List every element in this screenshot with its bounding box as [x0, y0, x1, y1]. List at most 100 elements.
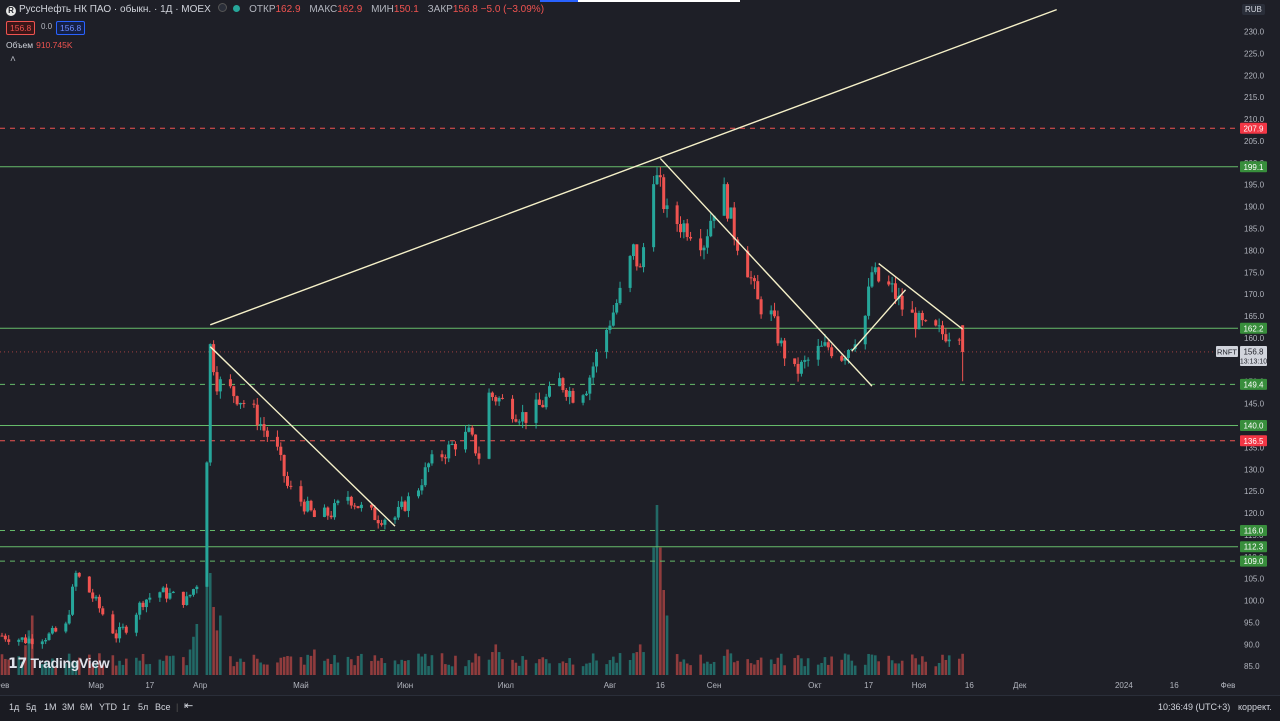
volume-bar [706, 661, 709, 675]
volume-bar [212, 607, 215, 675]
candle-body [581, 395, 585, 403]
realtime-status-icon[interactable] [233, 5, 241, 12]
volume-bar [759, 657, 763, 675]
session-mode[interactable]: коррект. [1238, 702, 1272, 712]
candle-body [682, 223, 686, 233]
volume-bar [662, 590, 666, 675]
candle-body [7, 639, 11, 642]
candle-body [138, 602, 142, 615]
candle-body [453, 443, 457, 450]
candle-body [940, 325, 944, 335]
volume-bar [356, 655, 360, 675]
candle-body [242, 402, 246, 404]
volume-bar [753, 664, 756, 675]
candle-body [773, 310, 777, 317]
volume-bar [353, 665, 356, 675]
candle-body [0, 635, 4, 637]
candle-body [181, 591, 185, 605]
candle-body [830, 347, 834, 357]
candle-body [359, 504, 363, 509]
tradingview-logo-icon: 𝟭𝟳 [8, 655, 31, 671]
volume-bar [403, 660, 407, 675]
level-price-label: 112.3 [1244, 543, 1264, 552]
period-1y-button[interactable]: 1г [122, 702, 131, 712]
volume-bar [94, 664, 98, 675]
goto-date-icon[interactable]: ⇤ [184, 700, 194, 712]
period-3m-button[interactable]: 3М [62, 702, 75, 712]
volume-bar [477, 656, 481, 675]
candle-body [638, 266, 642, 268]
volume-bar [491, 652, 494, 675]
level-price-label: 136.5 [1243, 437, 1264, 446]
price-chart[interactable]: 85.090.095.0100.0105.0110.0115.0120.0125… [0, 0, 1280, 695]
buy-price-button[interactable]: 156.8 [56, 21, 86, 35]
x-tick-label: Окт [808, 681, 822, 690]
candle-body [840, 356, 844, 361]
volume-bar [266, 664, 269, 675]
volume-bar [521, 656, 524, 675]
level-price-tag [1240, 322, 1267, 334]
sell-price-button[interactable]: 156.8 [6, 21, 36, 35]
volume-bar [877, 661, 880, 675]
period-1d-button[interactable]: 1д [9, 702, 20, 712]
open-value: 162.9 [275, 4, 301, 15]
candle-body [608, 325, 612, 330]
spread-value: 0.0 [41, 22, 53, 31]
volume-bar [51, 658, 54, 675]
volume-bar [417, 653, 420, 675]
candle-body [215, 372, 219, 392]
candle-body [417, 490, 421, 497]
candle-body [799, 361, 803, 374]
candle-body [957, 339, 961, 341]
volume-bar [259, 662, 262, 675]
candle-body [477, 453, 481, 459]
volume-bar [440, 653, 444, 675]
volume-bar [138, 660, 142, 675]
clock[interactable]: 10:36:49 (UTC+3) [1158, 702, 1231, 712]
symbol-title[interactable]: РуссНефть НК ПАО · обыкн. · 1Д · MOEX [19, 4, 211, 15]
x-tick-label: Авг [604, 681, 617, 690]
volume-bar [323, 660, 326, 675]
candle-body [893, 283, 897, 299]
volume-bar [517, 665, 521, 675]
low-value: 150.1 [393, 4, 419, 15]
candle-body [406, 496, 410, 511]
candle-body [850, 349, 854, 351]
candle-body [349, 496, 353, 506]
candle-body [279, 446, 283, 455]
candle-body [97, 596, 101, 609]
candle-body [302, 501, 306, 512]
trendline [210, 8, 1057, 326]
candle-body [336, 500, 340, 504]
candle-body [820, 345, 824, 347]
candle-body [228, 379, 232, 387]
market-status-icon[interactable] [217, 3, 227, 12]
volume-bar [887, 655, 891, 675]
top-scroll-thumb[interactable] [540, 0, 578, 2]
period-1m-button[interactable]: 1М [44, 702, 57, 712]
period-ytd-button[interactable]: YTD [99, 702, 117, 712]
candle-body [208, 344, 212, 463]
volume-bar [276, 662, 279, 675]
volume-bar [289, 656, 293, 675]
collapse-legend-icon[interactable]: ˄ [10, 54, 16, 65]
candle-body [806, 359, 810, 361]
volume-bar [568, 658, 571, 675]
candle-body [517, 421, 521, 423]
period-5d-button[interactable]: 5д [26, 702, 37, 712]
candle-body [124, 626, 128, 633]
currency-selector[interactable]: RUB [1242, 4, 1265, 15]
volume-bar [558, 663, 561, 675]
period-6m-button[interactable]: 6М [80, 702, 93, 712]
volume-bar [407, 660, 410, 675]
volume-bar [124, 658, 128, 675]
level-price-tag [1240, 525, 1267, 537]
candle-body [369, 504, 373, 508]
candle-body [185, 596, 189, 605]
period-5y-button[interactable]: 5л [138, 702, 149, 712]
volume-bar [158, 659, 162, 675]
period-all-button[interactable]: Все [155, 702, 171, 712]
symbol-tag: RNFT [1217, 347, 1237, 356]
candle-body [783, 340, 787, 359]
volume-bar [796, 655, 800, 675]
